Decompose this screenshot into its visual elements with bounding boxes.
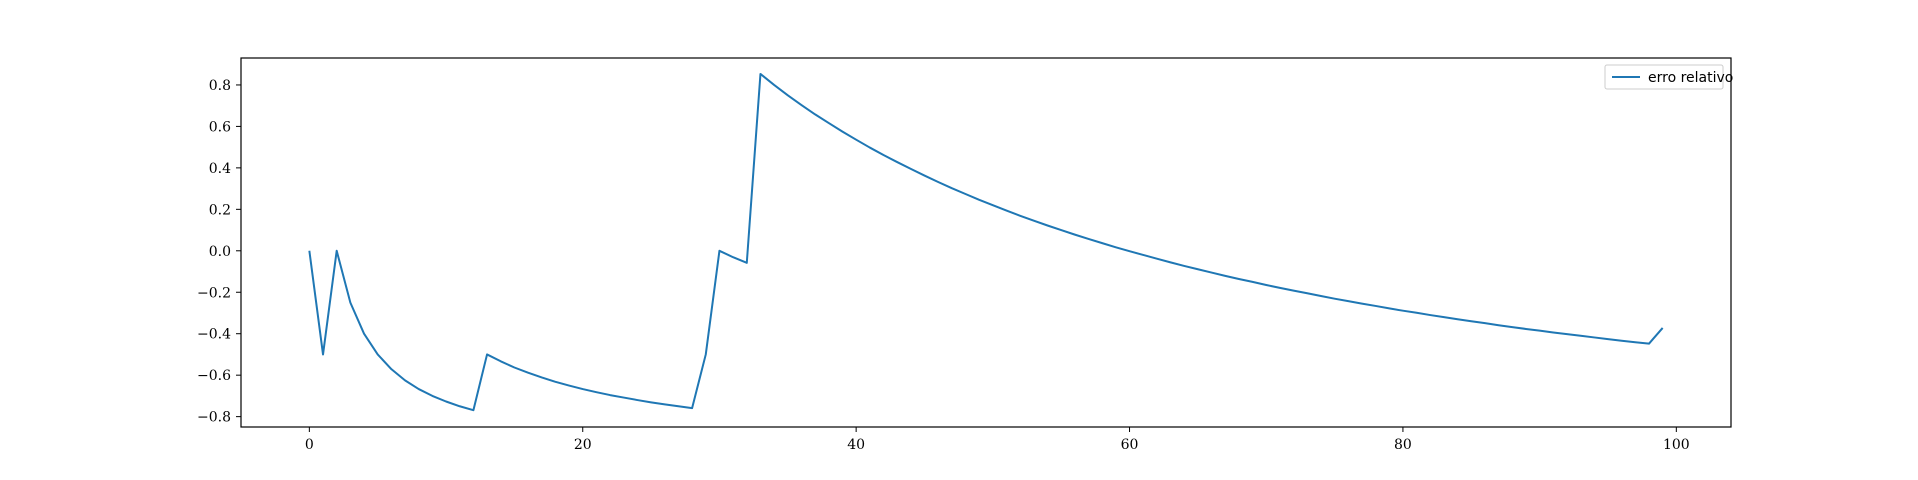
x-tick-label: 80 xyxy=(1394,437,1412,453)
x-tick-label: 0 xyxy=(305,437,314,453)
y-tick-label: −0.6 xyxy=(197,368,231,384)
y-tick-label: 0.2 xyxy=(209,202,231,218)
legend-box xyxy=(1604,64,1724,90)
x-tick-label: 20 xyxy=(574,437,592,453)
y-tick-label: 0.4 xyxy=(209,161,231,177)
series-line-erro-relativo xyxy=(308,72,1664,412)
plot-frame xyxy=(240,57,1732,428)
x-tick-label: 40 xyxy=(847,437,865,453)
y-tick-label: 0.8 xyxy=(209,78,231,94)
tick-group: 0 20 40 60 80 100 −0.8 −0.6 −0.4 −0.2 0.0 0.2 0.4 0.6… xyxy=(197,78,1690,453)
legend-label: erro relativo xyxy=(1648,70,1733,86)
y-tick-label: −0.2 xyxy=(197,285,231,301)
legend: erro relativo xyxy=(1604,64,1733,90)
y-tick-label: 0.0 xyxy=(209,244,231,260)
y-tick-label: 0.6 xyxy=(209,119,231,135)
plot-area xyxy=(241,58,1731,427)
x-tick-label: 60 xyxy=(1121,437,1139,453)
y-tick-label: −0.8 xyxy=(197,410,231,426)
y-tick-label: −0.4 xyxy=(197,327,231,343)
x-tick-label: 100 xyxy=(1663,437,1690,453)
